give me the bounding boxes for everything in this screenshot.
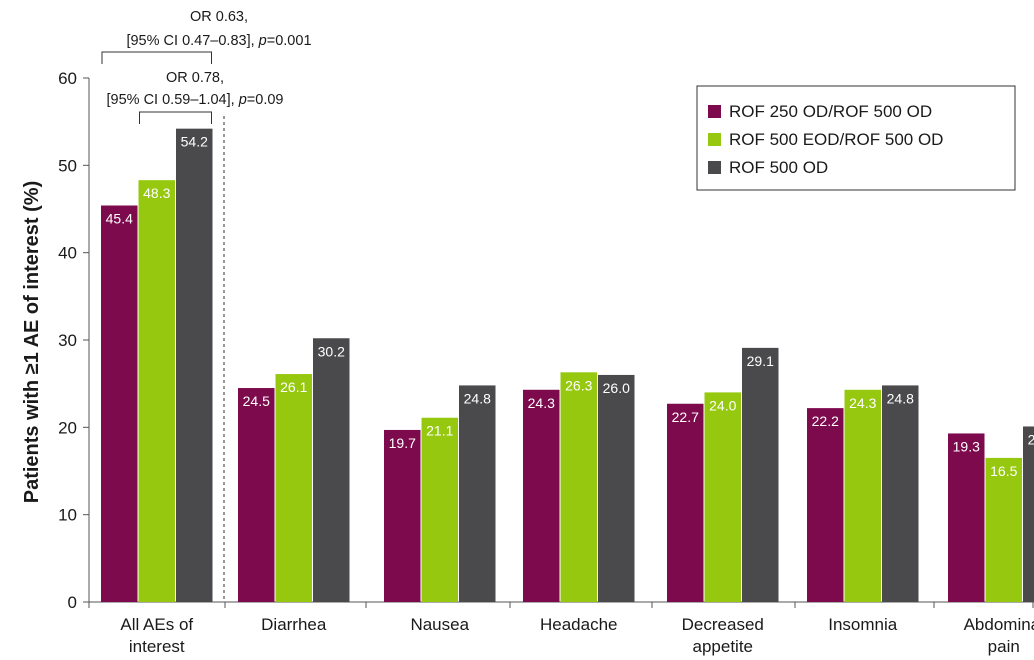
data-label: 26.3 <box>565 377 592 393</box>
annotation-or: OR 0.78, <box>166 70 224 86</box>
y-tick-label: 50 <box>58 156 77 175</box>
legend-label: ROF 500 OD <box>729 158 828 177</box>
bar <box>807 408 844 602</box>
significance-bracket <box>101 51 212 64</box>
bar <box>1023 426 1034 602</box>
legend-label: ROF 500 EOD/ROF 500 OD <box>729 130 943 149</box>
bar <box>523 389 560 602</box>
category-label: Nausea <box>410 615 469 634</box>
data-label: 29.1 <box>747 353 774 369</box>
significance-bracket <box>139 111 212 124</box>
bar <box>948 433 985 602</box>
y-tick-label: 40 <box>58 244 77 263</box>
data-label: 20.1 <box>1028 431 1034 447</box>
data-label: 45.4 <box>106 211 133 227</box>
data-label: 24.3 <box>849 395 876 411</box>
legend-swatch <box>708 105 721 118</box>
annotation-ci: [95% CI 0.47–0.83], p=0.001 <box>126 33 311 49</box>
bar <box>598 374 635 602</box>
data-label: 24.8 <box>887 390 914 406</box>
bars <box>101 128 1034 603</box>
data-label: 48.3 <box>143 185 170 201</box>
bar <box>275 374 312 602</box>
category-label: Abdominalpain <box>964 615 1034 656</box>
category-label: Diarrhea <box>261 615 327 634</box>
bar <box>667 403 704 602</box>
annotation-ci: [95% CI 0.59–1.04], p=0.09 <box>107 92 284 108</box>
bar <box>176 128 213 603</box>
legend-swatch <box>708 161 721 174</box>
y-tick-label: 60 <box>58 69 77 88</box>
data-label: 24.0 <box>709 397 736 413</box>
bar <box>313 338 350 602</box>
data-label: 16.5 <box>990 463 1017 479</box>
data-label: 22.7 <box>672 409 699 425</box>
legend-box <box>696 85 1016 191</box>
data-label: 54.2 <box>181 134 208 150</box>
data-label: 30.2 <box>318 343 345 359</box>
annotation-or: OR 0.63, <box>190 9 248 25</box>
data-label: 22.2 <box>812 413 839 429</box>
data-label: 26.1 <box>280 379 307 395</box>
category-label: Decreased appetite <box>682 615 764 656</box>
bar <box>459 385 496 602</box>
bar <box>985 457 1022 602</box>
data-labels: 45.4 24.5 19.7 24.3 22.7 22.2 19.3 48.3 26.1 21.1… <box>106 134 1034 479</box>
y-tick-label: 10 <box>58 506 77 525</box>
category-label: Insomnia <box>828 615 898 634</box>
data-label: 24.5 <box>243 393 270 409</box>
data-label: 19.3 <box>953 438 980 454</box>
bar <box>238 388 275 602</box>
category-label: Headache <box>540 615 618 634</box>
legend-swatch <box>708 133 721 146</box>
bar <box>560 372 597 602</box>
y-axis-label: Patients with ≥1 AE of interest (%) <box>21 181 43 504</box>
bar <box>384 429 421 602</box>
data-label: 24.8 <box>464 390 491 406</box>
y-tick-label: 20 <box>58 418 77 437</box>
bar <box>742 347 779 602</box>
data-label: 21.1 <box>426 423 453 439</box>
axes: 0 10 20 30 40 50 60 All AEs of interest Diarrhea N… <box>21 69 1034 656</box>
y-tick-label: 0 <box>68 593 77 612</box>
data-label: 26.0 <box>603 380 630 396</box>
category-label: All AEs of interest <box>120 615 193 656</box>
bar <box>421 417 458 602</box>
bar <box>704 392 741 602</box>
bar <box>138 180 175 602</box>
bar <box>844 389 881 602</box>
y-tick-label: 30 <box>58 331 77 350</box>
bar <box>882 385 919 602</box>
data-label: 24.3 <box>528 395 555 411</box>
legend: ROF 250 OD/ROF 500 OD ROF 500 EOD/ROF 500… <box>696 85 1016 191</box>
data-label: 19.7 <box>389 435 416 451</box>
legend-label: ROF 250 OD/ROF 500 OD <box>729 102 932 121</box>
bar <box>101 205 138 603</box>
annotations: OR 0.63, [95% CI 0.47–0.83], p=0.001 OR 0.… <box>101 9 312 124</box>
